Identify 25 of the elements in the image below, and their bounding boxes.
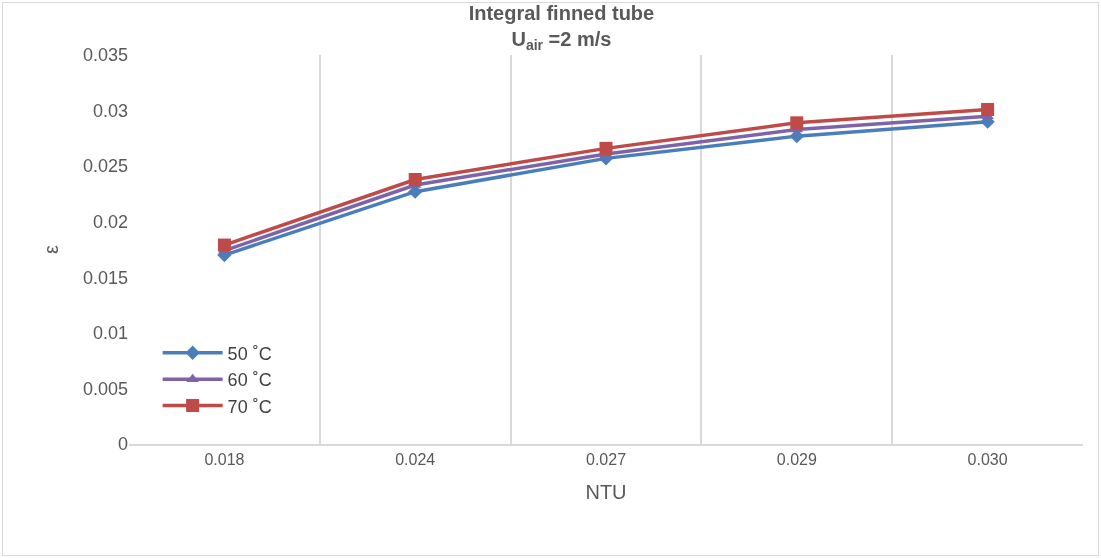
x-tick-label: 0.024 [395, 450, 436, 468]
point [217, 238, 231, 252]
legend-label: 50 ˚C [227, 343, 272, 364]
point [790, 116, 804, 130]
x-axis-title: NTU [585, 480, 627, 503]
legend-label: 60 ˚C [227, 370, 272, 391]
y-tick-label: 0.015 [82, 267, 128, 288]
legend-label: 70 ˚C [227, 396, 272, 417]
y-axis-title: ε [40, 244, 63, 254]
y-tick-label: 0.025 [82, 156, 128, 177]
y-tick-label: 0.035 [82, 45, 128, 66]
y-tick-label: 0.02 [92, 212, 128, 233]
chart-title: Integral finned tube [468, 1, 655, 24]
x-tick-label: 0.030 [967, 450, 1008, 468]
point [599, 141, 613, 155]
x-tick-label: 0.018 [204, 450, 245, 468]
x-tick-label: 0.029 [776, 450, 817, 468]
y-tick-label: 0.03 [92, 100, 128, 121]
point [408, 172, 422, 186]
x-tick-label: 0.027 [585, 450, 627, 468]
y-tick-label: 0.005 [82, 378, 128, 399]
y-tick-label: 0 [117, 434, 128, 455]
point [981, 102, 995, 116]
y-tick-label: 0.01 [92, 323, 128, 344]
chart-subtitle: U$_{air}$ =2 m/s [511, 27, 612, 53]
